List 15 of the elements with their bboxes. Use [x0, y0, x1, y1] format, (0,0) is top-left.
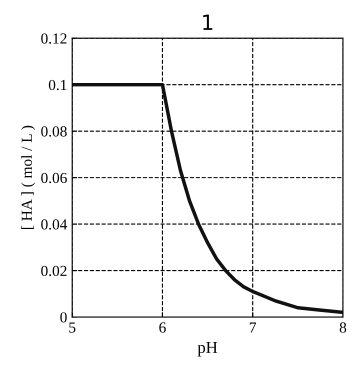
y-tick-label: 0.02	[41, 266, 66, 276]
y-tick-label: 0	[60, 312, 67, 323]
x-axis-title: pH	[198, 342, 218, 356]
y-axis-title: [ HA ] ( mol / L )	[21, 126, 36, 230]
y-tick-label: 0.08	[41, 126, 67, 137]
x-tick-label: 6	[159, 322, 166, 333]
x-tick-label: 7	[250, 322, 256, 333]
x-tick-label: 5	[69, 322, 76, 333]
line-series	[72, 82, 343, 314]
y-tick-label: 0.1	[48, 80, 66, 90]
chart-title: 1	[203, 14, 212, 30]
x-tick-label: 8	[340, 322, 346, 333]
y-tick-label: 0.12	[41, 33, 66, 44]
y-tick-label: 0.04	[41, 219, 68, 230]
y-tick-label: 0.06	[41, 172, 67, 184]
